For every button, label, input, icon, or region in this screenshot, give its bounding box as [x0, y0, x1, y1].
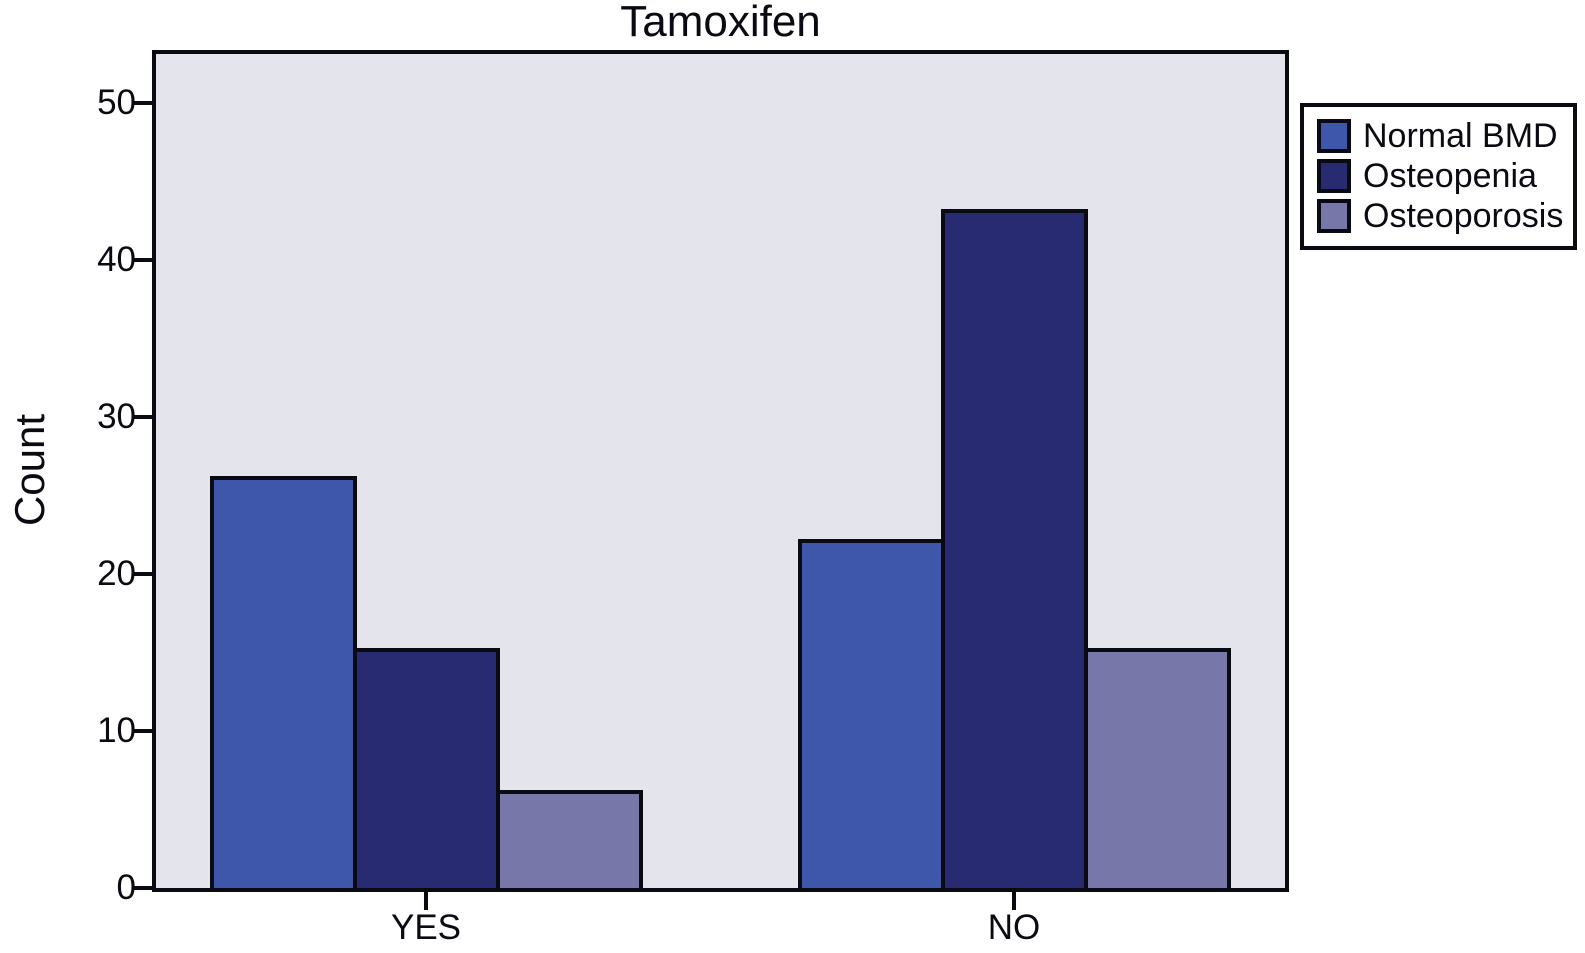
y-tick-label: 40 [97, 240, 136, 279]
y-tick-mark [132, 886, 156, 890]
legend-entry-normal-bmd: Normal BMD [1317, 116, 1573, 156]
legend-swatch-osteopenia [1317, 159, 1351, 193]
legend-swatch-osteoporosis [1317, 199, 1351, 233]
x-tick-mark [1012, 892, 1016, 910]
y-tick-label: 30 [97, 397, 136, 436]
y-tick-mark [132, 729, 156, 733]
x-tick-label-yes: YES [390, 908, 462, 947]
bar-yes-normal-bmd [210, 476, 357, 892]
bar-no-osteoporosis [1084, 648, 1231, 892]
legend-label-normal-bmd: Normal BMD [1363, 117, 1558, 155]
x-tick-label-no: NO [987, 908, 1041, 947]
y-tick-label: 20 [97, 554, 136, 593]
y-tick-label: 50 [97, 83, 136, 122]
bar-no-osteopenia [941, 209, 1088, 892]
y-tick-label: 0 [116, 868, 136, 907]
bar-yes-osteopenia [353, 648, 500, 892]
legend-entry-osteopenia: Osteopenia [1317, 156, 1573, 196]
x-tick-mark [424, 892, 428, 910]
legend-entry-osteoporosis: Osteoporosis [1317, 196, 1573, 236]
y-tick-mark [132, 415, 156, 419]
legend-label-osteoporosis: Osteoporosis [1363, 197, 1564, 235]
y-tick-label: 10 [97, 711, 136, 750]
y-tick-mark [132, 101, 156, 105]
y-tick-mark [132, 572, 156, 576]
y-tick-mark [132, 258, 156, 262]
bar-no-normal-bmd [798, 539, 945, 892]
bar-yes-osteoporosis [496, 790, 643, 892]
legend-label-osteopenia: Osteopenia [1363, 157, 1537, 195]
legend-swatch-normal-bmd [1317, 119, 1351, 153]
chart-title: Tamoxifen [620, 0, 821, 46]
legend: Normal BMD Osteopenia Osteoporosis [1300, 103, 1577, 250]
